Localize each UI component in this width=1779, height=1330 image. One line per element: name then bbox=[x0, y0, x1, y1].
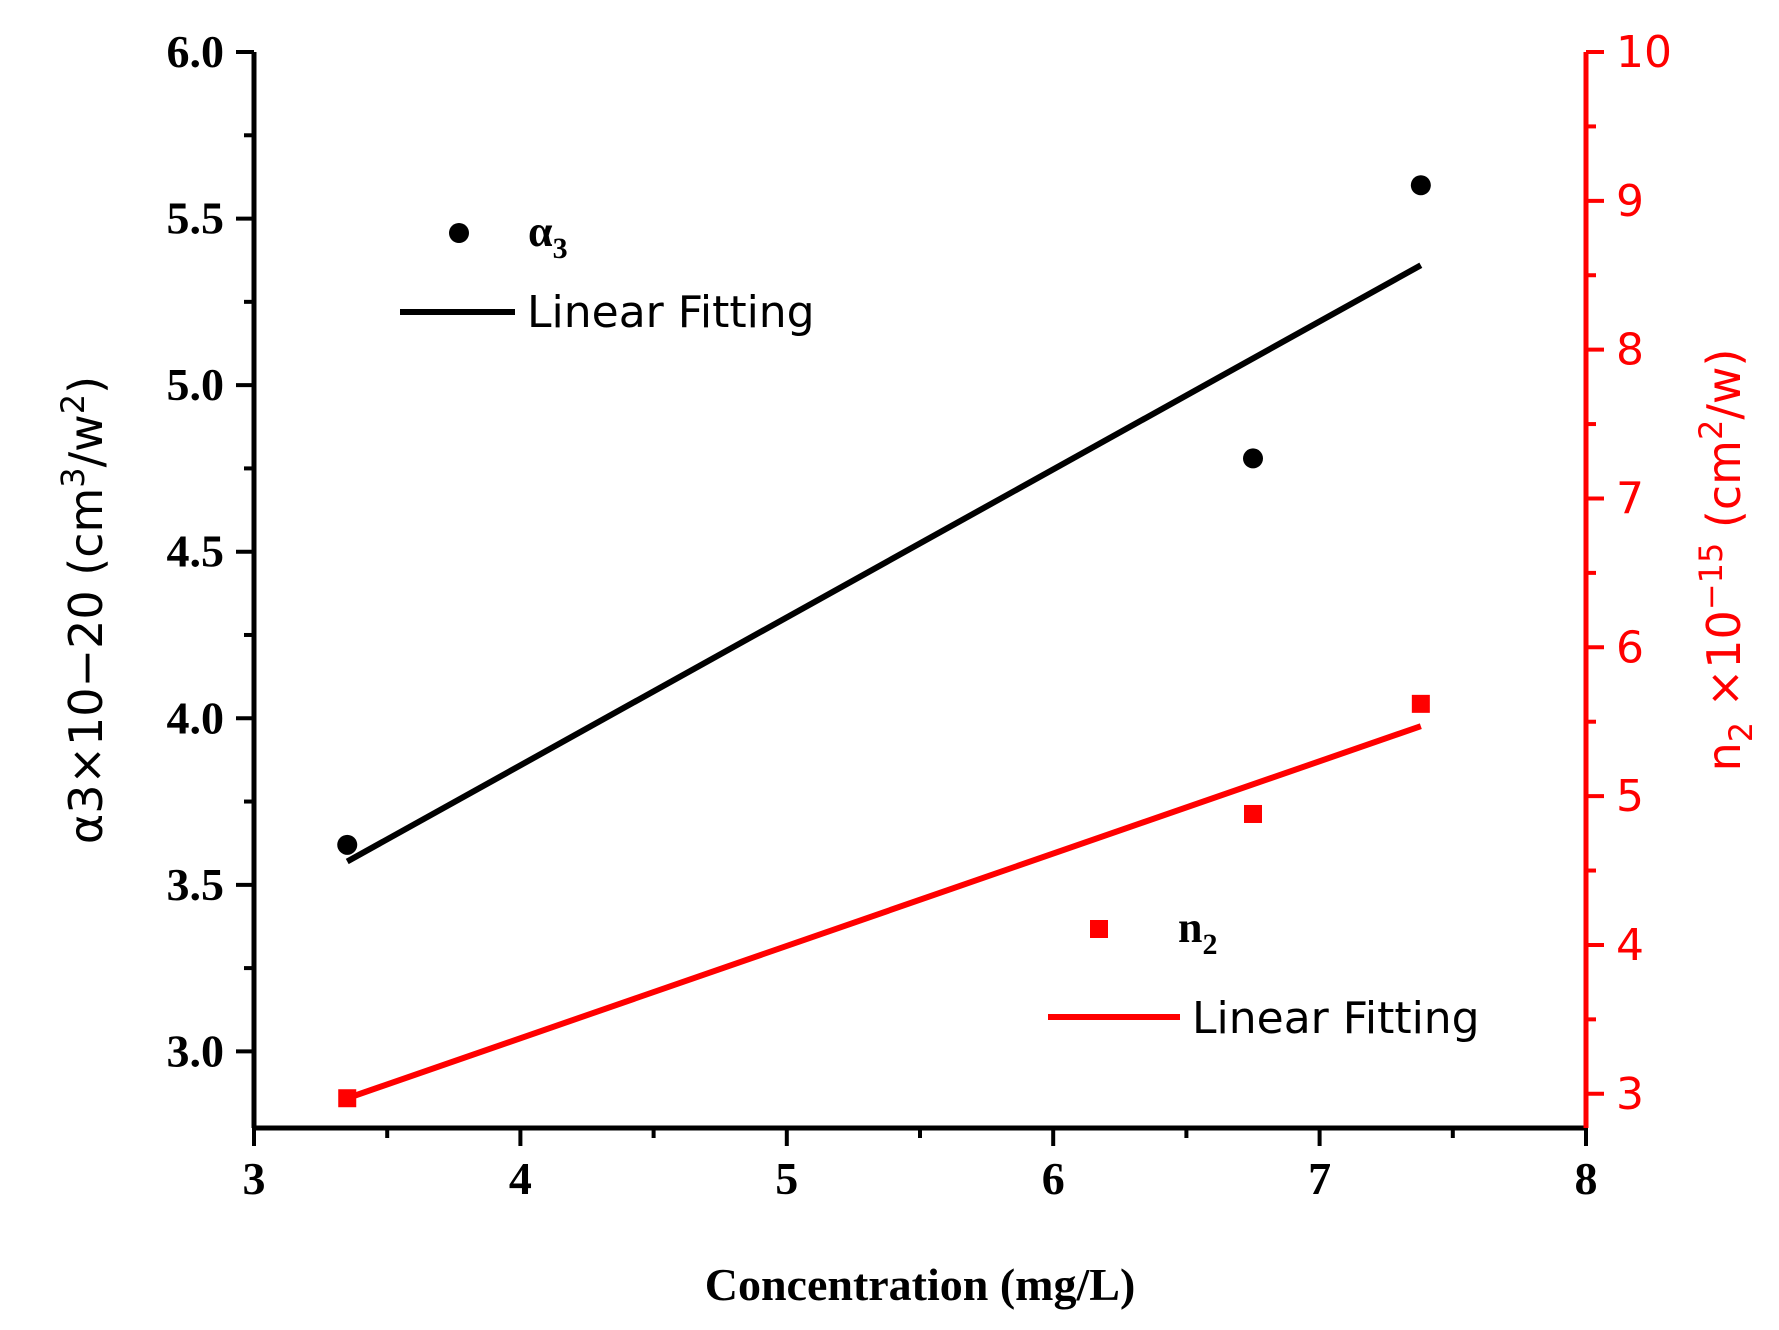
y-right-tick-label: 4 bbox=[1616, 920, 1644, 971]
data-point-n2 bbox=[1411, 694, 1430, 713]
y-right-label-end: /w) bbox=[1697, 349, 1751, 420]
fit-line-alpha3 bbox=[345, 262, 1423, 865]
data-point-alpha3 bbox=[1243, 448, 1263, 469]
x-tick-label: 4 bbox=[509, 1153, 532, 1204]
fit-line-n2 bbox=[346, 723, 1422, 1102]
y-left-tick-label: 4.5 bbox=[167, 526, 225, 577]
x-axis-label: Concentration (mg/L) bbox=[705, 1259, 1136, 1310]
y-right-tick-label: 3 bbox=[1616, 1069, 1644, 1120]
y-left-label-sup: 3 bbox=[54, 467, 92, 487]
legend-alpha3-subscript: 3 bbox=[553, 232, 568, 265]
legend-alpha3-fit-label: Linear Fitting bbox=[527, 287, 815, 338]
legend-alpha3-symbol: α bbox=[528, 207, 553, 256]
legend-n2-label: n2 bbox=[1178, 903, 1217, 961]
y-left-axis-label: α3×10−20 (cm3/w2) bbox=[54, 376, 113, 844]
legend-alpha3-marker bbox=[449, 223, 469, 243]
y-left-tick-label: 6.0 bbox=[167, 26, 225, 77]
legend-n2-subscript: 2 bbox=[1202, 928, 1217, 961]
y-right-label-sup2: 2 bbox=[1692, 420, 1730, 440]
fit-lines-layer bbox=[345, 262, 1423, 1102]
data-point-n2 bbox=[1244, 804, 1262, 823]
y-left-label-sup2: 2 bbox=[54, 394, 92, 414]
y-left-tick-label: 5.0 bbox=[167, 359, 225, 410]
y-left-tick-label: 3.5 bbox=[167, 859, 225, 910]
y-right-axis-label: n2 ×10−15 (cm2/w) bbox=[1692, 349, 1760, 772]
x-tick-label: 7 bbox=[1308, 1153, 1331, 1204]
y-right-tick-label: 7 bbox=[1616, 473, 1644, 524]
axis-labels-layer: Concentration (mg/L)α3×10−20 (cm3/w2)n2 … bbox=[54, 349, 1760, 1310]
x-tick-label: 8 bbox=[1575, 1153, 1598, 1204]
markers-layer bbox=[337, 175, 1431, 1108]
x-tick-label: 5 bbox=[775, 1153, 798, 1204]
y-right-tick-label: 6 bbox=[1616, 622, 1644, 673]
y-left-tick-label: 5.5 bbox=[167, 193, 225, 244]
legend-n2-symbol: n bbox=[1178, 903, 1202, 952]
y-right-label-mid: ×10 bbox=[1697, 610, 1751, 722]
y-right-tick-label: 8 bbox=[1616, 325, 1644, 376]
y-left-label-main: α3×10−20 (cm bbox=[59, 488, 113, 844]
y-left-label-end: ) bbox=[59, 376, 113, 394]
data-point-alpha3 bbox=[1410, 175, 1431, 196]
y-left-label-mid: /w bbox=[59, 414, 113, 467]
legend-n2-marker bbox=[1090, 920, 1108, 938]
x-tick-label: 6 bbox=[1042, 1153, 1065, 1204]
axes-layer: 3 4 5 6 7 8 3.0 3.5 4.0 4.5 5.0 5.5 6.0 3 4 5 6 7 8 9 10 bbox=[167, 26, 1673, 1204]
y-right-tick-label: 5 bbox=[1616, 771, 1644, 822]
legend-layer: α3 Linear Fitting n2 Linear Fitting bbox=[400, 207, 1480, 1044]
y-right-label-mid2: (cm bbox=[1697, 440, 1751, 543]
y-right-label-sup: −15 bbox=[1692, 543, 1730, 611]
y-left-tick-label: 4.0 bbox=[167, 692, 225, 743]
y-right-tick-label: 9 bbox=[1616, 176, 1644, 227]
y-left-tick-label: 3.0 bbox=[167, 1025, 225, 1076]
x-tick-label: 3 bbox=[243, 1153, 266, 1204]
y-right-label-main: n bbox=[1697, 742, 1751, 771]
data-point-n2 bbox=[338, 1089, 357, 1108]
legend-n2-fit-label: Linear Fitting bbox=[1192, 993, 1480, 1044]
data-point-alpha3 bbox=[337, 834, 358, 855]
legend-alpha3-label: α3 bbox=[528, 207, 568, 265]
y-right-tick-label: 10 bbox=[1616, 27, 1672, 78]
y-right-label-sub: 2 bbox=[1722, 722, 1760, 742]
